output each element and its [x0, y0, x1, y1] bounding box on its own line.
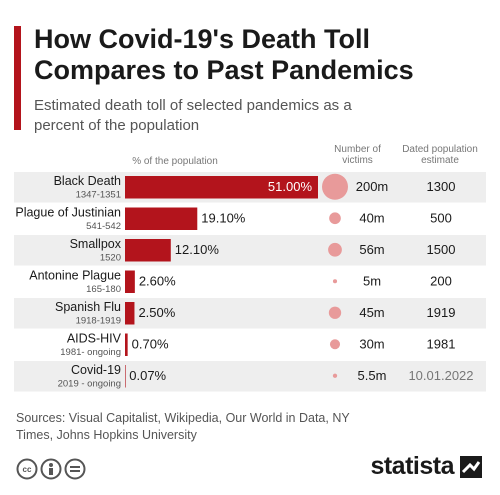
svg-text:cc: cc [23, 465, 32, 474]
period-label: 165-180 [86, 284, 121, 295]
category-label: Plague of Justinian [15, 206, 121, 220]
sources: Sources: Visual Capitalist, Wikipedia, O… [16, 411, 350, 442]
value-label: 51.00% [268, 179, 313, 194]
chart-title: How Covid-19's Death Toll Compares to Pa… [34, 24, 414, 85]
victims-label: 5m [363, 274, 381, 289]
value-label: 12.10% [175, 242, 220, 257]
victims-bubble [322, 173, 348, 200]
victims-label: 30m [359, 337, 384, 352]
x-label: % of the population [132, 156, 218, 167]
brand-name: statista [370, 452, 454, 480]
bar [125, 176, 318, 199]
value-label: 19.10% [201, 211, 246, 226]
population-year: 200 [430, 274, 452, 289]
period-label: 1918-1919 [76, 315, 121, 326]
accent-bar [14, 26, 21, 130]
population-year: 10.01.2022 [408, 368, 473, 383]
row-band [14, 298, 486, 329]
victims-bubble [328, 242, 342, 257]
row-band [14, 235, 486, 266]
period-label: 2019 - ongoing [58, 378, 121, 389]
brand: statista [370, 452, 482, 481]
victims-bubble [332, 373, 338, 378]
victims-label: 40m [359, 211, 384, 226]
bar [125, 302, 135, 325]
value-label: 2.50% [138, 305, 175, 320]
row-band [14, 361, 486, 392]
population-year: 500 [430, 211, 452, 226]
bar [125, 365, 126, 388]
victims-label: 45m [359, 305, 384, 320]
population-year: 1300 [427, 179, 456, 194]
category-label: Smallpox [70, 237, 122, 251]
value-label: 0.70% [132, 337, 169, 352]
victims-label: 200m [356, 179, 389, 194]
period-label: 1347-1351 [76, 189, 121, 200]
victims-bubble [332, 279, 338, 284]
period-label: 541-542 [86, 221, 121, 232]
victims-label: 5.5m [358, 368, 387, 383]
bar [125, 270, 135, 293]
bar [125, 239, 171, 262]
victims-bubble [328, 306, 342, 319]
brand-logo [460, 455, 482, 478]
value-label: 2.60% [139, 274, 176, 289]
victims-bubble [329, 339, 341, 350]
population-header: Dated population estimate [402, 144, 478, 166]
category-label: Antonine Plague [29, 269, 121, 283]
victims-label: 56m [359, 242, 384, 257]
category-label: Covid-19 [71, 363, 121, 377]
category-label: Black Death [54, 174, 121, 188]
license-icons: cc [16, 458, 86, 480]
population-year: 1919 [427, 305, 456, 320]
population-year: 1500 [427, 242, 456, 257]
period-label: 1520 [100, 252, 121, 263]
victims-header: Number of victims [334, 144, 381, 166]
period-label: 1981- ongoing [60, 347, 121, 358]
cc-icons: cc [16, 458, 86, 480]
value-label: 0.07% [129, 368, 166, 383]
chart-subtitle: Estimated death toll of selected pandemi… [34, 97, 352, 134]
population-year: 1981 [427, 337, 456, 352]
category-label: Spanish Flu [55, 300, 121, 314]
category-label: AIDS-HIV [67, 332, 122, 346]
bar [125, 207, 198, 230]
bar [125, 333, 128, 356]
victims-bubble [329, 212, 341, 225]
